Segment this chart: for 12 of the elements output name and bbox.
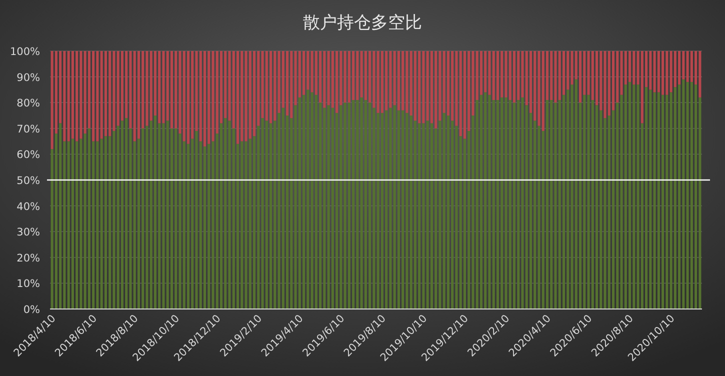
y-tick-label: 90%: [16, 72, 40, 84]
y-tick-label: 70%: [16, 123, 40, 136]
y-tick-label: 100%: [10, 46, 40, 58]
y-tick-label: 50%: [16, 175, 40, 187]
y-tick-label: 20%: [16, 252, 40, 264]
y-tick-label: 30%: [16, 226, 40, 239]
y-tick-label: 40%: [16, 200, 40, 213]
y-tick-label: 80%: [16, 98, 40, 110]
y-tick-label: 10%: [16, 278, 40, 290]
y-tick-label: 60%: [16, 149, 40, 162]
y-tick-label: 0%: [23, 304, 40, 316]
chart-title: 散户持仓多空比: [303, 13, 422, 33]
